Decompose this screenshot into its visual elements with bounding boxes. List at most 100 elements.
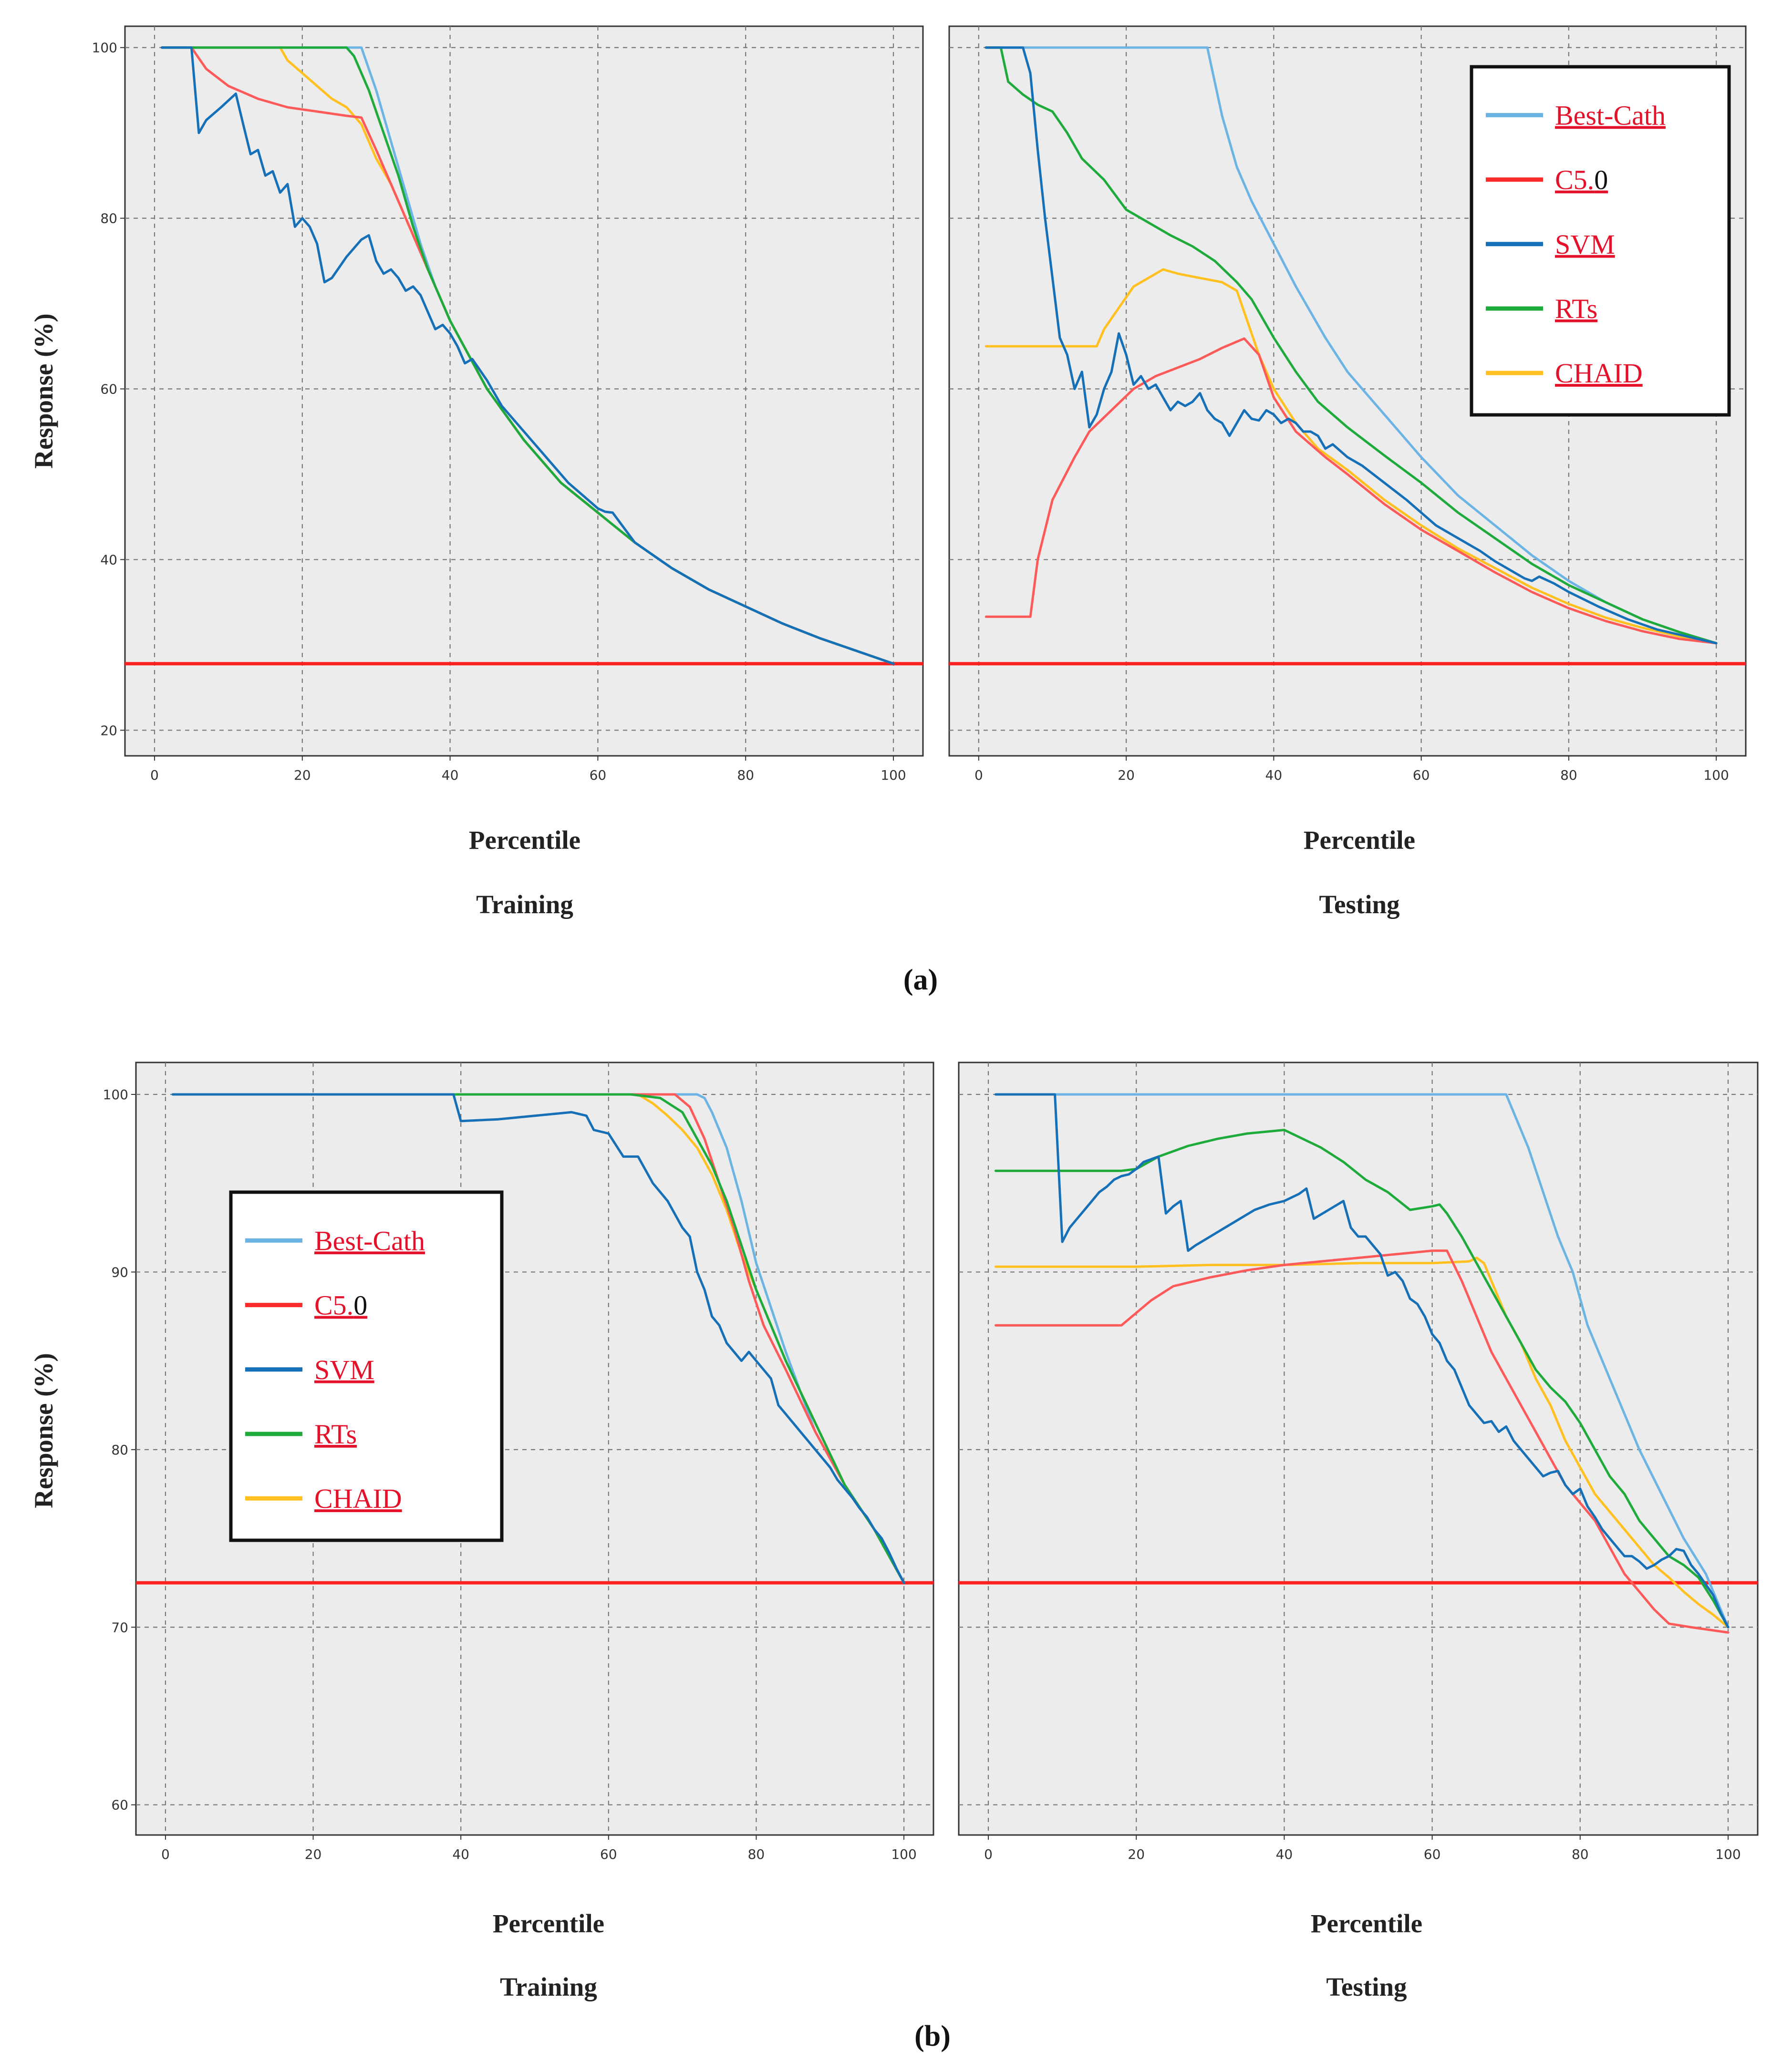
x-tick-label: 40 — [452, 1846, 469, 1862]
y-tick-label: 70 — [111, 1619, 128, 1635]
x-tick-label: 100 — [881, 767, 906, 783]
x-tick-label: 20 — [1118, 767, 1135, 783]
chart-subtitle: Training — [476, 890, 573, 919]
legend-label: SVM — [314, 1354, 374, 1385]
chart-subtitle: Testing — [1319, 890, 1399, 919]
legend-label: Best-Cath — [1555, 100, 1666, 131]
x-tick-label: 40 — [1265, 767, 1283, 783]
legend-label: CHAID — [1555, 358, 1643, 389]
legend-label: CHAID — [314, 1483, 402, 1514]
legend-item-svm: SVM — [1486, 229, 1615, 260]
x-axis-ticks: 0 20 40 60 80 100 — [161, 1835, 917, 1862]
x-tick-label: 20 — [294, 767, 311, 783]
chart-b-training: 0 20 40 60 80 100 60 70 80 90 100 Percentile Trai… — [29, 1062, 934, 2001]
y-axis-title: Response (%) — [29, 1353, 58, 1508]
legend: Best-Cath C5.0 SVM RTs CHAID — [1470, 65, 1731, 417]
x-axis-title: Percentile — [493, 1909, 604, 1938]
series-line-svm — [995, 1093, 1730, 1629]
x-tick-label: 0 — [974, 767, 983, 783]
x-tick-label: 0 — [984, 1846, 993, 1862]
y-tick-label: 100 — [92, 40, 117, 56]
x-axis-title: Percentile — [1311, 1909, 1422, 1938]
legend-item-rts: RTs — [1486, 293, 1597, 324]
gridlines — [959, 1062, 1758, 1835]
series-line-svm — [171, 1093, 905, 1584]
x-tick-label: 80 — [1572, 1846, 1589, 1862]
series-group — [171, 1093, 905, 1584]
x-axis-ticks: 0 20 40 60 80 100 — [984, 1835, 1741, 1862]
y-tick-label: 60 — [100, 381, 117, 397]
series-group — [161, 46, 895, 665]
plot-area — [124, 25, 924, 757]
y-tick-label: 90 — [111, 1264, 128, 1280]
x-axis-ticks: 0 20 40 60 80 100 — [150, 756, 906, 783]
x-tick-label: 60 — [590, 767, 607, 783]
legend-box — [1470, 65, 1731, 417]
series-line-best-cath — [995, 1093, 1730, 1629]
x-tick-label: 100 — [1703, 767, 1729, 783]
legend-label: C5.0 — [314, 1290, 367, 1321]
legend-item-chaid: CHAID — [1486, 358, 1643, 389]
y-axis-ticks: 60 70 80 90 100 — [103, 1087, 136, 1813]
legend-label: RTs — [314, 1419, 357, 1450]
legend-box — [229, 1190, 504, 1542]
legend-item-best-cath: Best-Cath — [1486, 100, 1666, 131]
x-axis-title: Percentile — [469, 825, 580, 855]
chart-a-training: 0 20 40 60 80 100 20 40 60 80 100 Percentile Trai… — [29, 25, 924, 919]
x-tick-label: 60 — [1413, 767, 1430, 783]
legend-item-c5-0: C5.0 — [1486, 165, 1608, 196]
series-line-rts — [171, 1093, 905, 1584]
x-tick-label: 0 — [150, 767, 159, 783]
x-tick-label: 60 — [1424, 1846, 1441, 1862]
legend-label: C5.0 — [1555, 165, 1608, 196]
x-tick-label: 100 — [891, 1846, 916, 1862]
chart-a-testing: 0 20 40 60 80 100 Percentile Testing Best-Cat… — [948, 25, 1747, 919]
y-tick-label: 40 — [100, 552, 117, 567]
legend-item-best-cath: Best-Cath — [245, 1225, 425, 1256]
panel-label-a: (a) — [903, 964, 938, 996]
series-group — [984, 46, 1718, 645]
series-line-rts — [995, 1129, 1730, 1629]
y-tick-label: 100 — [103, 1087, 128, 1103]
x-tick-label: 80 — [1560, 767, 1577, 783]
x-tick-label: 60 — [600, 1846, 617, 1862]
chart-subtitle: Testing — [1326, 1972, 1407, 2001]
legend-item-svm: SVM — [245, 1354, 374, 1385]
plot-area — [958, 1062, 1759, 1836]
x-tick-label: 40 — [442, 767, 459, 783]
x-tick-label: 20 — [1128, 1846, 1145, 1862]
legend-item-chaid: CHAID — [245, 1483, 402, 1514]
x-tick-label: 80 — [737, 767, 754, 783]
y-tick-label: 80 — [100, 211, 117, 227]
y-axis-ticks: 20 40 60 80 100 — [92, 40, 125, 738]
x-axis-ticks: 0 20 40 60 80 100 — [974, 756, 1729, 783]
series-line-chaid — [995, 1257, 1730, 1629]
y-tick-label: 80 — [111, 1442, 128, 1458]
y-axis-title: Response (%) — [29, 313, 58, 468]
x-tick-label: 80 — [748, 1846, 765, 1862]
series-line-c5-0 — [995, 1249, 1730, 1634]
legend-item-c5-0: C5.0 — [245, 1290, 367, 1321]
y-tick-label: 60 — [111, 1797, 128, 1813]
x-axis-title: Percentile — [1304, 825, 1415, 855]
x-tick-label: 100 — [1715, 1846, 1741, 1862]
legend-label: SVM — [1555, 229, 1615, 260]
chart-b-testing: 0 20 40 60 80 100 Percentile Testing — [958, 1062, 1759, 2001]
legend-label: RTs — [1555, 293, 1597, 324]
x-tick-label: 0 — [161, 1846, 170, 1862]
series-line-best-cath — [984, 46, 1718, 645]
series-line-rts — [984, 46, 1718, 645]
chart-subtitle: Training — [500, 1972, 597, 2001]
series-line-chaid — [984, 268, 1718, 645]
legend: Best-Cath C5.0 SVM RTs CHAID — [229, 1190, 504, 1542]
y-tick-label: 20 — [100, 722, 117, 738]
series-line-svm — [161, 46, 895, 665]
legend-label: Best-Cath — [314, 1225, 425, 1256]
legend-item-rts: RTs — [245, 1419, 357, 1450]
gridlines — [125, 26, 923, 756]
x-tick-label: 40 — [1276, 1846, 1293, 1862]
series-line-svm — [984, 46, 1718, 645]
series-line-c5-0 — [984, 337, 1718, 645]
x-tick-label: 20 — [305, 1846, 322, 1862]
